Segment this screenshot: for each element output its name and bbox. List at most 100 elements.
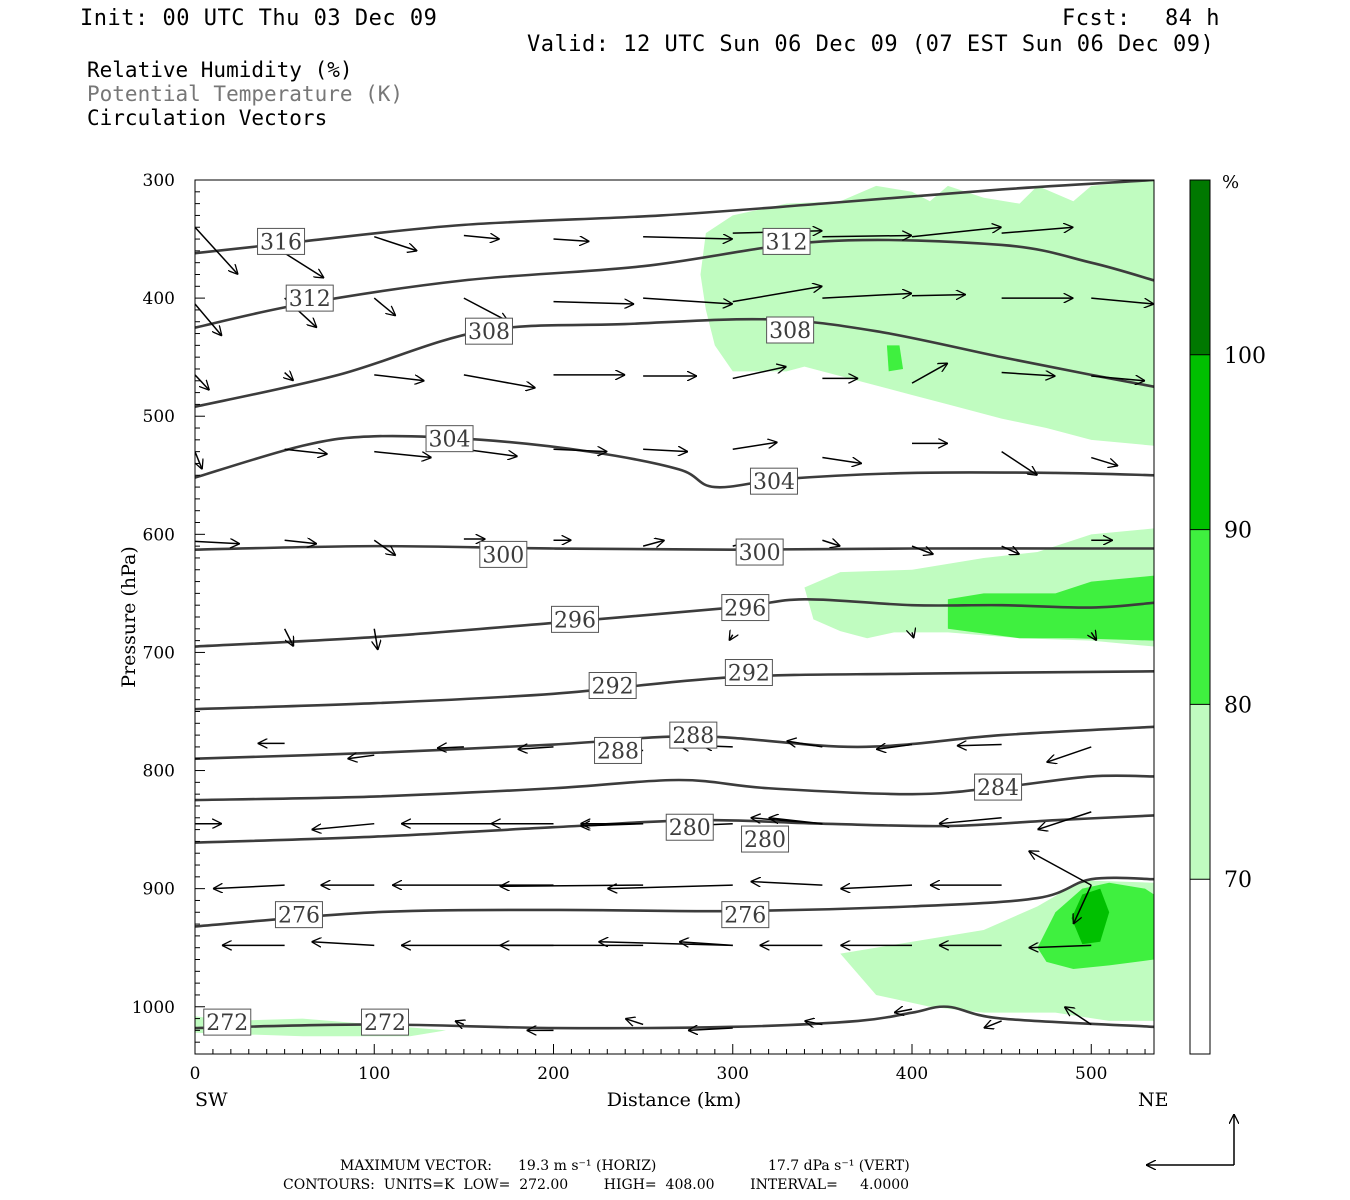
- vector-42: [1091, 456, 1118, 466]
- y-tick-label-900: 900: [143, 880, 175, 900]
- theta-label-272: 272: [203, 1008, 252, 1036]
- vector-78: [751, 818, 823, 825]
- theta-label-296-box: [551, 605, 600, 633]
- vector-96: [679, 942, 733, 946]
- vector-105: [688, 1028, 733, 1030]
- vector-12: [373, 297, 396, 316]
- theta-label-308-box: [464, 317, 513, 345]
- reference-vector-icon: [1146, 1114, 1234, 1165]
- theta-label-272-b: 272: [361, 1008, 410, 1036]
- vector-44: [284, 540, 317, 544]
- legend-circulation-vectors: Circulation Vectors: [87, 106, 328, 130]
- theta-label-288-b: 288: [669, 721, 718, 749]
- theta-label-284-text: 284: [977, 776, 1019, 801]
- theta-label-316-box: [257, 227, 306, 255]
- vector-69: [1046, 746, 1092, 762]
- theta-contour-284: [195, 774, 1154, 802]
- y-tick-label-800: 800: [143, 762, 175, 782]
- colorbar-segment-2: [1190, 529, 1210, 705]
- theta-label-288-b-text: 288: [672, 724, 714, 749]
- vector-109: [1064, 1007, 1092, 1026]
- vector-23: [374, 374, 424, 381]
- theta-label-312-b-text: 312: [766, 230, 808, 255]
- valid-time: Valid: 12 UTC Sun 06 Dec 09 (07 EST Sun …: [527, 32, 1215, 57]
- theta-label-276-text: 276: [278, 904, 320, 929]
- theta-label-292-b: 292: [724, 659, 773, 687]
- vector-84: [500, 885, 644, 886]
- colorbar-label-80: 80: [1224, 693, 1252, 718]
- theta-label-292-b-text: 292: [728, 662, 770, 687]
- contour-info: CONTOURS: UNITS=K LOW= 272.00 HIGH= 408.…: [283, 1177, 910, 1193]
- theta-label-276-b-text: 276: [724, 904, 766, 929]
- vector-15: [643, 297, 733, 304]
- vector-43: [195, 541, 240, 543]
- theta-label-308-b: 308: [766, 316, 815, 344]
- theta-contour-316: [195, 180, 1154, 255]
- vector-21: [195, 374, 209, 390]
- vector-100: [1029, 945, 1092, 947]
- theta-label-280-text: 280: [669, 816, 711, 841]
- vector-62: [518, 747, 554, 749]
- theta-label-312-b: 312: [762, 227, 811, 255]
- vector-20: [1091, 297, 1154, 304]
- x-tick-label-300: 300: [717, 1064, 749, 1084]
- vector-39: [822, 456, 861, 464]
- theta-contour-292: [195, 670, 1154, 711]
- theta-label-316: 316: [257, 227, 306, 255]
- vector-41: [1001, 451, 1038, 476]
- colorbar-segment-0: [1190, 879, 1210, 1054]
- theta-label-280-b-text: 280: [744, 828, 786, 853]
- vector-1: [280, 250, 324, 278]
- theta-label-296-b: 296: [721, 594, 770, 622]
- vector-24: [463, 374, 536, 388]
- vector-5: [643, 237, 733, 239]
- vector-52: [1001, 545, 1020, 554]
- vector-85: [607, 885, 733, 889]
- theta-label-304-box: [425, 425, 474, 453]
- vector-54: [283, 628, 295, 647]
- vector-22: [285, 373, 294, 381]
- vector-80: [1037, 811, 1092, 830]
- colorbar-segment-4: [1190, 180, 1210, 355]
- vector-17: [822, 293, 912, 298]
- vector-9: [1001, 227, 1074, 234]
- theta-label-288: 288: [594, 736, 643, 764]
- theta-label-272-b-box: [361, 1008, 410, 1036]
- legend-relative-humidity: Relative Humidity (%): [87, 58, 353, 82]
- vector-7: [822, 236, 912, 237]
- theta-label-300-b-text: 300: [739, 541, 781, 566]
- vector-102: [455, 1021, 464, 1025]
- y-tick-label-600: 600: [143, 525, 175, 545]
- axes: 300 400 500 600 700 800 900 1000 0 100 200 300 400 50…: [132, 171, 1146, 1084]
- rh-region-90: [1071, 888, 1110, 945]
- theta-label-292-box: [588, 672, 637, 700]
- vector-48: [642, 540, 665, 546]
- theta-label-280-b: 280: [741, 825, 790, 853]
- x-tick-label-0: 0: [190, 1064, 201, 1084]
- theta-label-300-box: [479, 540, 528, 568]
- colorbar: 70 80 90 100%: [1189, 172, 1266, 1055]
- vector-108: [984, 1021, 1002, 1028]
- theta-contour-280: [195, 814, 1154, 844]
- vector-31: [1091, 376, 1145, 381]
- theta-label-276-b-box: [721, 901, 770, 929]
- theta-label-276-box: [274, 901, 323, 929]
- vector-8: [911, 227, 1002, 238]
- colorbar-unit: %: [1222, 172, 1239, 193]
- theta-label-288-box: [594, 736, 643, 764]
- vector-30: [1001, 373, 1056, 377]
- theta-label-304-b: 304: [749, 467, 798, 495]
- theta-label-304: 304: [425, 425, 474, 453]
- colorbar-label-70: 70: [1224, 868, 1252, 893]
- vector-4: [553, 239, 590, 241]
- vector-38: [732, 442, 778, 451]
- theta-label-272-b-text: 272: [364, 1011, 406, 1036]
- vector-29: [911, 363, 948, 384]
- theta-label-300: 300: [479, 540, 528, 568]
- theta-label-312-box: [285, 284, 334, 312]
- theta-label-288-text: 288: [597, 739, 639, 764]
- vector-55: [374, 628, 378, 650]
- vector-87: [840, 885, 913, 889]
- colorbar-frame: [1189, 179, 1211, 1055]
